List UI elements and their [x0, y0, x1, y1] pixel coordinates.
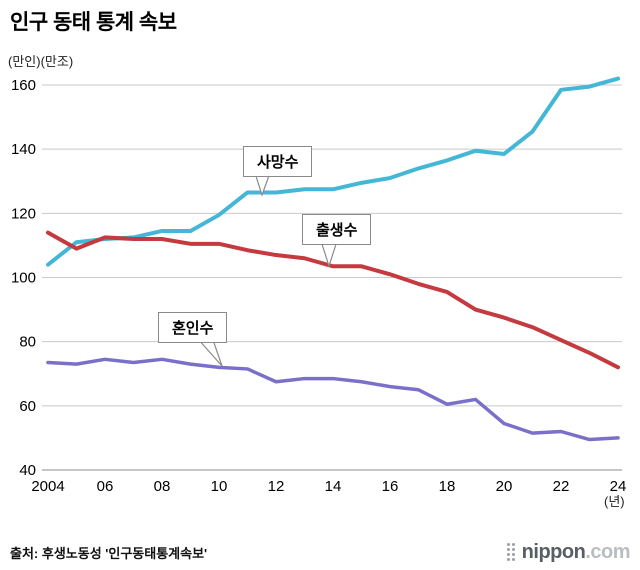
y-tick-label: 140 [11, 141, 36, 158]
source-text: 출처: 후생노동성 '인구동태통계속보' [10, 546, 208, 561]
x-tick-label: 18 [439, 478, 456, 495]
x-tick-label: 2004 [31, 478, 64, 495]
y-tick-label: 80 [19, 334, 36, 351]
x-tick-label: 20 [496, 478, 513, 495]
logo-text-name: nippon [521, 541, 586, 563]
y-axis-unit-label: (만인)(만조) [8, 54, 74, 69]
x-tick-label: 22 [553, 478, 570, 495]
births-line [46, 230, 620, 370]
deaths-line [46, 76, 620, 267]
x-tick-label: 12 [268, 478, 285, 495]
x-tick-label: 06 [97, 478, 114, 495]
page-title: 인구 동태 통계 속보 [10, 11, 177, 34]
births-series-label: 출생수 [302, 214, 372, 245]
chart-svg: 40 60 80 100 120 140 160 2004 06 08 10 12 14 16 18 20 22… [11, 76, 627, 495]
y-tick-label: 120 [11, 205, 36, 222]
chart-area: 40 60 80 100 120 140 160 2004 06 08 10 12 14 16 18 20 22… [0, 45, 640, 515]
y-tick-label: 100 [11, 270, 36, 287]
y-tick-label: 60 [19, 398, 36, 415]
logo-text: nippon.com [521, 541, 631, 564]
x-tick-label: 10 [211, 478, 228, 495]
marriages-series-label: 혼인수 [158, 312, 228, 343]
deaths-series-label: 사망수 [243, 146, 313, 177]
x-tick-label: 14 [325, 478, 342, 495]
y-tick-label: 40 [19, 462, 36, 479]
x-tick-label: 24 [610, 478, 627, 495]
marriages-line [46, 357, 620, 442]
logo-text-tld: .com [585, 541, 630, 563]
x-tick-label: 08 [154, 478, 171, 495]
x-axis-unit-label: (년) [604, 494, 625, 509]
nippon-logo: nippon.com [506, 541, 631, 564]
logo-dots-icon [506, 543, 516, 562]
footer: 출처: 후생노동성 '인구동태통계속보' nippon.com [0, 541, 640, 564]
x-tick-label: 16 [382, 478, 399, 495]
y-tick-label: 160 [11, 77, 36, 94]
